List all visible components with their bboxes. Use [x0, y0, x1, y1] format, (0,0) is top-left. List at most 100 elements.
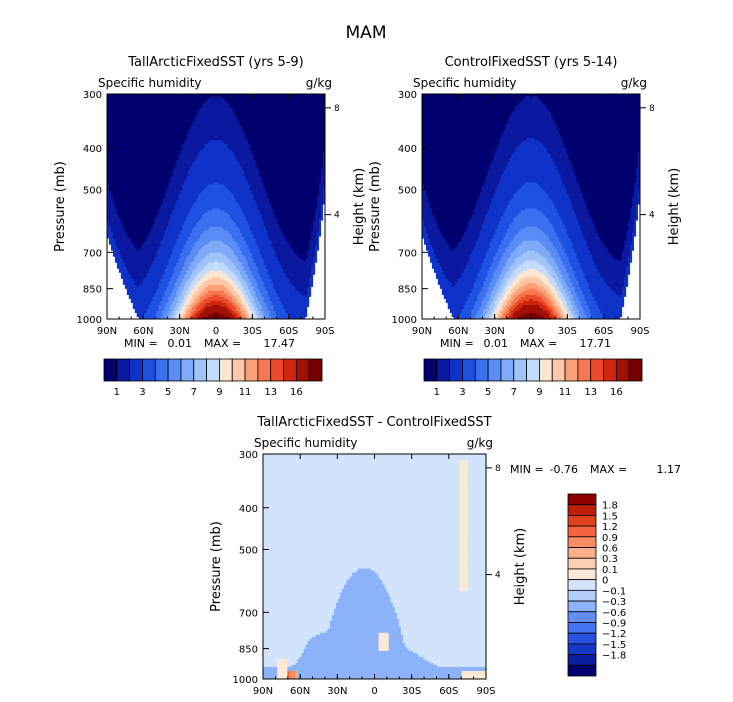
field-cell	[556, 310, 562, 314]
field-cell	[186, 300, 191, 304]
field-cell	[239, 316, 243, 320]
field-cell	[544, 282, 552, 286]
field-cell	[132, 304, 150, 308]
field-cell	[445, 300, 466, 304]
field-cell	[515, 248, 548, 252]
height-tick-label: 4	[649, 211, 655, 221]
field-cell	[107, 180, 171, 183]
field-cell	[451, 248, 455, 252]
field-cell	[190, 304, 195, 308]
field-cell	[521, 186, 542, 189]
field-cell	[487, 312, 492, 316]
field-cell	[618, 294, 621, 298]
field-cell	[517, 214, 546, 217]
field-cell	[160, 242, 177, 246]
field-cell	[566, 228, 581, 232]
field-cell	[491, 292, 496, 296]
field-cell	[493, 260, 500, 264]
field-cell	[313, 276, 326, 280]
field-cell	[107, 246, 112, 250]
field-cell	[182, 248, 193, 252]
field-cell	[188, 170, 245, 173]
y-tick-label: 500	[398, 185, 417, 196]
field-cell	[251, 256, 262, 260]
field-cell	[572, 164, 639, 167]
field-cell	[315, 214, 322, 217]
field-cell	[590, 288, 613, 292]
field-cell	[422, 296, 445, 300]
field-cell	[544, 232, 558, 236]
field-cell	[423, 656, 487, 660]
field-cell	[233, 294, 241, 298]
field-cell	[261, 276, 270, 280]
field-cell	[249, 228, 266, 232]
field-cell	[247, 314, 251, 318]
field-cell	[158, 246, 175, 250]
field-cell	[178, 308, 183, 312]
field-cell	[564, 278, 572, 282]
field-cell	[495, 304, 498, 308]
field-cell	[313, 256, 318, 260]
field-cell	[253, 300, 260, 304]
field-cell	[237, 310, 243, 314]
field-cell	[303, 648, 379, 652]
y-axis-label: Pressure (mb)	[368, 161, 383, 252]
field-cell	[433, 252, 472, 256]
colorbar-swatch	[526, 358, 540, 382]
field-cell	[503, 312, 508, 316]
field-cell	[479, 230, 496, 234]
field-cell	[523, 284, 540, 288]
field-cell	[190, 232, 203, 236]
field-cell	[459, 564, 469, 567]
field-cell	[186, 240, 197, 244]
field-cell	[598, 304, 625, 308]
field-cell	[186, 176, 247, 179]
field-cell	[307, 312, 326, 316]
field-cell	[269, 238, 286, 242]
chart-title: TallArcticFixedSST - ControlFixedSST	[256, 415, 491, 430]
field-cell	[263, 284, 274, 288]
field-cell	[422, 162, 492, 165]
field-cell	[546, 258, 556, 262]
field-cell	[483, 312, 488, 316]
x-tick-label: 30S	[402, 686, 421, 697]
field-cell	[558, 130, 641, 133]
field-cell	[287, 670, 290, 674]
field-cell	[467, 464, 487, 467]
field-cell	[241, 284, 249, 288]
field-cell	[285, 308, 308, 312]
field-cell	[554, 280, 562, 284]
field-cell	[398, 618, 487, 622]
field-cell	[495, 302, 500, 306]
field-cell	[634, 226, 637, 229]
field-cell	[253, 234, 268, 238]
field-cell	[263, 470, 461, 473]
field-cell	[350, 576, 379, 579]
field-cell	[513, 308, 520, 312]
field-cell	[576, 306, 583, 310]
field-cell	[200, 260, 215, 264]
field-cell	[259, 172, 322, 175]
field-cell	[584, 236, 601, 240]
field-cell	[576, 304, 581, 308]
field-cell	[241, 208, 259, 211]
field-cell	[180, 294, 185, 298]
field-cell	[241, 210, 260, 213]
field-cell	[200, 218, 233, 221]
field-cell	[317, 202, 324, 205]
field-cell	[477, 198, 492, 201]
field-cell	[307, 252, 316, 256]
field-cell	[574, 274, 585, 278]
field-cell	[120, 218, 155, 221]
field-cell	[503, 132, 560, 135]
field-cell	[501, 176, 562, 179]
field-cell	[556, 274, 564, 278]
field-cell	[422, 114, 512, 117]
field-cell	[503, 212, 520, 215]
field-cell	[556, 284, 564, 288]
field-cell	[184, 262, 191, 266]
field-cell	[544, 214, 560, 217]
field-cell	[445, 274, 463, 278]
field-cell	[483, 258, 494, 262]
field-cell	[263, 538, 461, 541]
